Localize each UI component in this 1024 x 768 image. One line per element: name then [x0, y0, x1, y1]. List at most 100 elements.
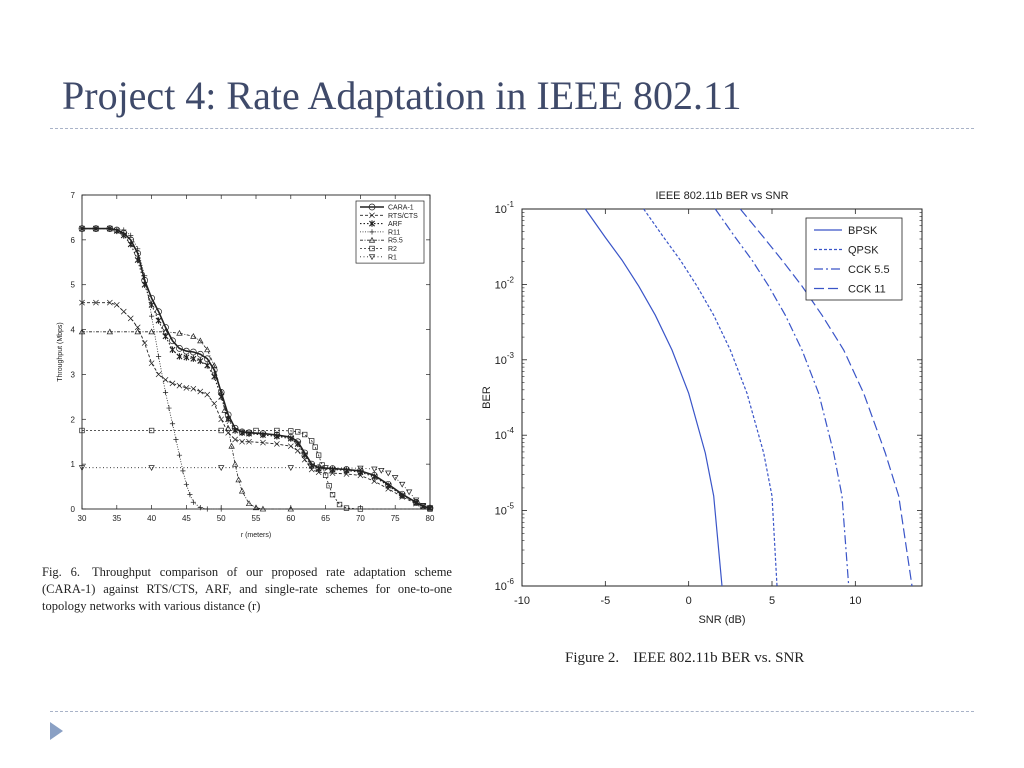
data-point: [211, 362, 218, 368]
data-point: [287, 435, 294, 442]
data-point: [210, 366, 218, 374]
legend-box: [805, 217, 903, 301]
data-point: [113, 302, 120, 308]
legend-label: ARF: [388, 221, 402, 228]
legend-label: R1: [388, 254, 397, 261]
legend-label: R2: [388, 246, 397, 253]
data-point: [121, 227, 127, 233]
series-group: [78, 225, 434, 512]
data-point: [343, 467, 350, 474]
data-point: [183, 481, 189, 487]
series-bpsk: [584, 208, 723, 587]
data-point: [378, 467, 385, 474]
data-point: [169, 346, 176, 353]
data-point: [78, 328, 86, 335]
series-r5-5: [78, 328, 294, 512]
data-point: [190, 499, 196, 505]
series-line: [82, 430, 430, 510]
caption-text: IEEE 802.11b BER vs. SNR: [633, 650, 805, 666]
data-point: [141, 281, 148, 288]
y-tick-label: 10-5: [495, 502, 515, 518]
y-tick-label: 2: [71, 415, 76, 424]
data-point: [246, 430, 253, 437]
data-point: [134, 328, 141, 335]
legend-marker: [368, 236, 376, 243]
data-point: [127, 315, 134, 322]
series-r2: [79, 427, 433, 512]
data-point: [169, 421, 176, 427]
y-tick-label: 10-3: [495, 351, 515, 367]
x-tick-label: 50: [217, 514, 226, 523]
data-point: [197, 337, 204, 344]
data-point: [79, 226, 85, 232]
data-point: [211, 400, 218, 407]
y-tick-label: 5: [71, 281, 76, 290]
y-tick-label: 1: [71, 460, 76, 469]
data-point: [141, 340, 148, 346]
data-point: [120, 232, 127, 239]
data-point: [106, 299, 113, 306]
slide-bullet-icon: [50, 722, 63, 740]
data-point: [235, 476, 242, 483]
data-point: [218, 465, 225, 472]
series-arf: [79, 225, 433, 512]
legend-label: CARA-1: [388, 205, 414, 212]
data-point: [190, 332, 197, 339]
data-point: [169, 337, 176, 345]
data-point: [79, 427, 85, 434]
data-point: [371, 478, 378, 485]
x-tick-label: -10: [514, 595, 530, 607]
data-point: [218, 389, 225, 395]
data-point: [259, 431, 266, 439]
data-point: [326, 483, 332, 489]
data-point: [176, 345, 183, 352]
data-point: [259, 505, 267, 512]
data-point: [169, 380, 176, 387]
data-point: [343, 505, 350, 511]
data-point: [78, 465, 86, 472]
data-point: [385, 470, 392, 477]
legend-marker: [369, 229, 375, 235]
data-point: [312, 444, 318, 450]
data-point: [273, 433, 280, 440]
data-point: [224, 424, 232, 431]
data-point: [426, 505, 434, 512]
ber-chart-caption: Figure 2. IEEE 802.11b BER vs. SNR: [565, 650, 804, 667]
data-point: [204, 362, 211, 369]
data-point: [225, 429, 232, 436]
y-tick-label: 10-1: [495, 200, 515, 216]
data-point: [301, 451, 308, 459]
data-point: [253, 427, 259, 434]
data-point: [357, 465, 364, 472]
data-point: [93, 299, 99, 306]
legend-marker: [369, 245, 375, 252]
data-point: [128, 232, 134, 238]
data-point: [315, 452, 322, 458]
data-point: [211, 373, 218, 380]
series-r11: [79, 226, 224, 512]
legend-label: CCK 11: [848, 284, 886, 296]
x-tick-label: 60: [286, 514, 295, 523]
caption-label: Fig. 6.: [42, 565, 80, 579]
data-point: [190, 385, 197, 392]
y-tick-label: 3: [71, 370, 76, 379]
data-point: [106, 328, 114, 335]
series-line: [82, 228, 222, 510]
data-point: [274, 441, 280, 447]
data-point: [176, 353, 183, 360]
data-point: [162, 328, 169, 335]
data-point: [295, 429, 301, 435]
data-point: [148, 328, 155, 335]
data-point: [197, 388, 204, 395]
data-point: [204, 391, 211, 398]
data-point: [107, 226, 113, 232]
legend-label: R11: [388, 229, 400, 236]
data-point: [232, 436, 238, 443]
data-point: [336, 501, 343, 508]
data-point: [183, 347, 190, 355]
y-tick-label: 10-6: [495, 577, 515, 593]
x-axis-label: r (meters): [241, 532, 271, 539]
y-tick-label: 0: [71, 505, 76, 514]
